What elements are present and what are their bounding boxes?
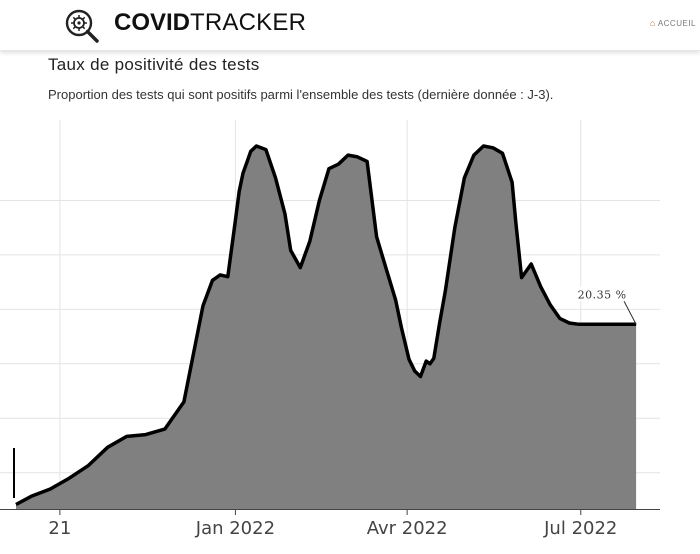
top-navbar: COVIDTRACKER ⌂ ACCUEIL xyxy=(0,0,700,51)
brand-light: TRACKER xyxy=(190,9,307,36)
x-tick-label: Jan 2022 xyxy=(195,518,275,539)
brand-title[interactable]: COVIDTRACKER xyxy=(114,9,306,37)
nav-home-label: ACCUEIL xyxy=(657,19,696,28)
area-fill xyxy=(16,146,637,509)
x-tick-label: Jul 2022 xyxy=(543,518,617,539)
brand-bold: COVID xyxy=(114,9,191,36)
home-icon: ⌂ xyxy=(649,18,656,28)
x-axis-ticks: 21 Jan 2022 Avr 2022 Jul 2022 xyxy=(48,509,617,539)
last-value-annotation: 20.35 % xyxy=(564,286,641,325)
x-tick-label: 21 xyxy=(48,518,71,539)
annotation-box xyxy=(564,286,641,302)
annotation-label: 20.35 % xyxy=(578,288,627,301)
virus-magnifier-icon[interactable] xyxy=(62,6,102,46)
nav-home-link[interactable]: ⌂ ACCUEIL xyxy=(650,18,696,28)
series-line xyxy=(15,144,637,507)
page-title: Taux de positivité des tests xyxy=(48,55,260,74)
annotation-leader xyxy=(623,301,637,325)
page-subtitle: Proportion des tests qui sont positifs p… xyxy=(48,87,554,102)
x-tick-label: Avr 2022 xyxy=(367,518,448,539)
